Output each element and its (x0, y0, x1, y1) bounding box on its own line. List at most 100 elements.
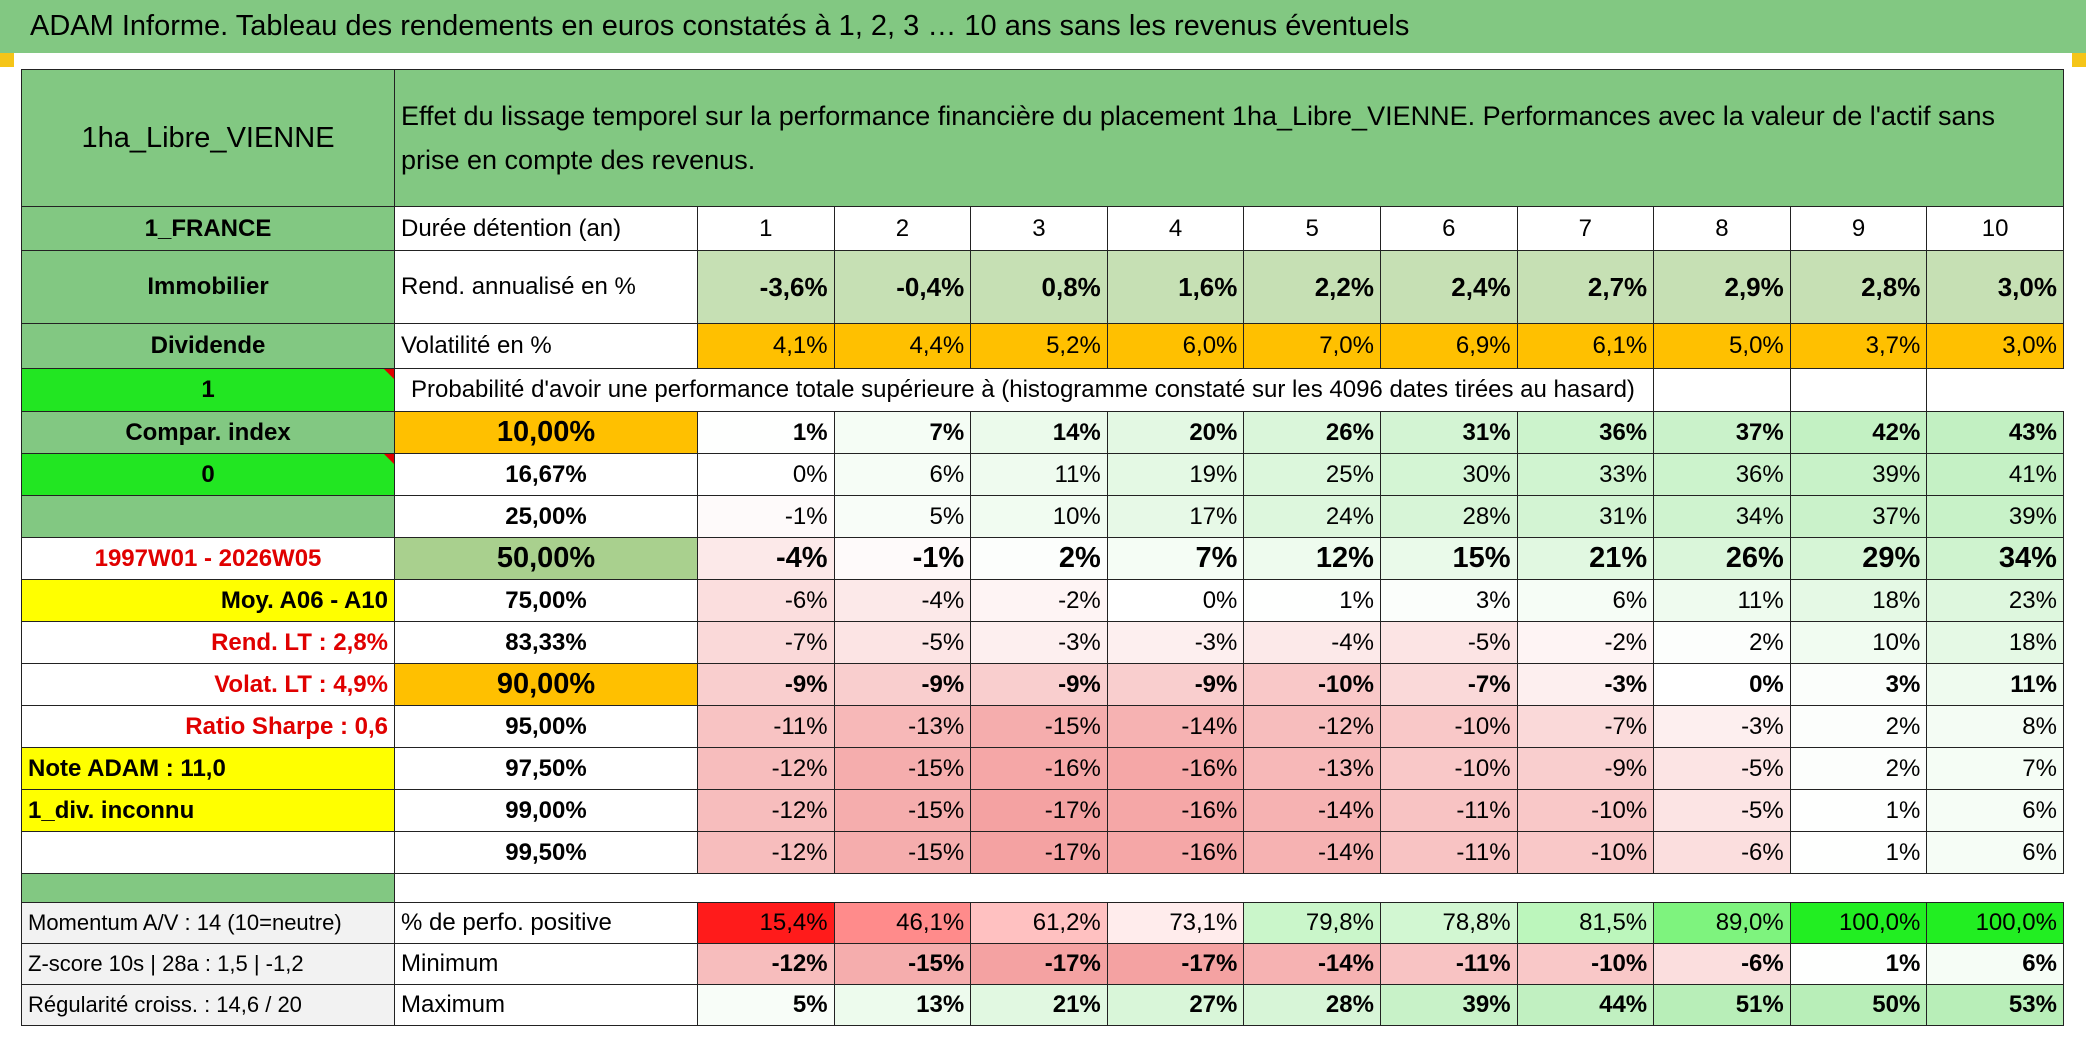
percentile-value: -11% (1379, 831, 1518, 874)
asset-name: 1ha_Libre_VIENNE (21, 69, 395, 207)
return-cell: -3,6% (697, 250, 835, 324)
duration-header: 5 (1243, 206, 1381, 251)
percentile-value: 25% (1243, 453, 1381, 496)
percentile: 90,00% (394, 663, 698, 706)
percentile-value: 37% (1789, 495, 1928, 538)
duration-header: 7 (1516, 206, 1655, 251)
return-cell: 0,8% (970, 250, 1108, 324)
duration-header: 1 (697, 206, 835, 251)
page-title: ADAM Informe. Tableau des rendements en … (0, 0, 2086, 53)
summary-value: 28% (1243, 984, 1381, 1026)
percentile-value: -5% (833, 621, 972, 664)
percentile: 99,00% (394, 789, 698, 832)
percentile-value: 11% (1653, 579, 1791, 622)
percentile-value: -16% (1106, 789, 1245, 832)
percentile-value: -15% (833, 789, 972, 832)
corner-mark (2072, 53, 2086, 67)
percentile-value: -14% (1106, 705, 1245, 748)
table-row: 1_div. inconnu 99,00% -12% -15% -17% -16% -14%… (21, 789, 2064, 832)
side-info: Moy. A06 - A10 (21, 579, 395, 622)
percentile-value: -12% (697, 789, 835, 832)
percentile-value: -7% (1379, 663, 1518, 706)
summary-value: 15,4% (697, 902, 835, 944)
percentile-value: 30% (1379, 453, 1518, 496)
percentile-value: -9% (1516, 747, 1655, 790)
percentile-value: 20% (1106, 411, 1245, 454)
side-info (21, 831, 395, 874)
side-info: Note ADAM : 11,0 (21, 747, 395, 790)
percentile-value: -15% (970, 705, 1108, 748)
percentile-value: 2% (1789, 705, 1928, 748)
percentile-value: 36% (1516, 411, 1655, 454)
summary-value: 5% (697, 984, 835, 1026)
row-label: Volatilité en % (394, 323, 698, 369)
table-row: 0 16,67% 0% 6% 11% 19% 25% 30% 33% 36% 39% 41% (21, 453, 2064, 496)
summary-value: 89,0% (1653, 902, 1791, 944)
percentile-value: -11% (697, 705, 835, 748)
percentile: 99,50% (394, 831, 698, 874)
percentile-value: 31% (1379, 411, 1518, 454)
summary-value: -15% (833, 943, 972, 985)
percentile-value: 43% (1926, 411, 2064, 454)
percentile-value: -3% (970, 621, 1108, 664)
table-row: Rend. LT : 2,8% 83,33% -7% -5% -3% -3% -4% -5% -… (21, 621, 2064, 664)
percentile-value: -15% (833, 831, 972, 874)
percentile-value: -13% (1243, 747, 1381, 790)
empty-cell (1653, 368, 1791, 412)
table-row: 99,50% -12% -15% -17% -16% -14% -11% -10% -6% 1% 6… (21, 831, 2064, 874)
probability-label: Probabilité d'avoir une performance tota… (393, 368, 1655, 412)
table-row: 1ha_Libre_VIENNE Effet du lissage tempore… (21, 69, 2064, 207)
flag: 1 (21, 368, 395, 412)
summary-value: 100,0% (1789, 902, 1928, 944)
percentile-value: -16% (1106, 747, 1245, 790)
percentile-value: 19% (1106, 453, 1245, 496)
percentile-value: -10% (1379, 705, 1518, 748)
row-label: Minimum (394, 943, 698, 985)
percentile-value: 36% (1653, 453, 1791, 496)
percentile-value: 10% (1789, 621, 1928, 664)
percentile-value: -2% (1516, 621, 1655, 664)
percentile-value: -10% (1516, 789, 1655, 832)
percentile-value: 15% (1379, 537, 1518, 580)
summary-value: 1% (1789, 943, 1928, 985)
percentile-value: -17% (970, 831, 1108, 874)
volatility-cell: 3,0% (1926, 323, 2064, 369)
percentile-value: -9% (970, 663, 1108, 706)
duration-header: 8 (1653, 206, 1791, 251)
summary-value: 51% (1653, 984, 1791, 1026)
percentile-value: 24% (1243, 495, 1381, 538)
table-row: Dividende Volatilité en % 4,1% 4,4% 5,2% 6,0%… (21, 323, 2064, 369)
table-row: Compar. index 10,00% 1% 7% 14% 20% 26% 31% 36% 37… (21, 411, 2064, 454)
percentile-value: -10% (1516, 831, 1655, 874)
percentile-value: 2% (1789, 747, 1928, 790)
volatility-cell: 6,1% (1516, 323, 1655, 369)
table-row: Note ADAM : 11,0 97,50% -12% -15% -16% -16% -1… (21, 747, 2064, 790)
percentile: 50,00% (394, 537, 698, 580)
table-row: Volat. LT : 4,9% 90,00% -9% -9% -9% -9% -10% -7… (21, 663, 2064, 706)
return-cell: -0,4% (833, 250, 972, 324)
table-row: Moy. A06 - A10 75,00% -6% -4% -2% 0% 1% 3% 6% 11%… (21, 579, 2064, 622)
side-info: 1997W01 - 2026W05 (21, 537, 395, 580)
table-row: Momentum A/V : 14 (10=neutre)% de perfo.… (21, 902, 2064, 944)
side-info: 1_div. inconnu (21, 789, 395, 832)
percentile: 10,00% (394, 411, 698, 454)
summary-value: 46,1% (833, 902, 972, 944)
percentile-value: -4% (697, 537, 835, 580)
spacer (21, 873, 395, 903)
percentile-value: -7% (1516, 705, 1655, 748)
percentile: 95,00% (394, 705, 698, 748)
percentile-value: 0% (1106, 579, 1245, 622)
percentile-value: 0% (697, 453, 835, 496)
percentile-value: -16% (1106, 831, 1245, 874)
percentile-value: 7% (833, 411, 972, 454)
percentile-value: 12% (1243, 537, 1381, 580)
return-cell: 2,9% (1653, 250, 1791, 324)
row-label: Rend. annualisé en % (394, 250, 698, 324)
percentile-value: -13% (833, 705, 972, 748)
percentile-value: -9% (1106, 663, 1245, 706)
side-info: Rend. LT : 2,8% (21, 621, 395, 664)
table-row: Régularité croiss. : 14,6 / 20 Maximum 5% 1… (21, 984, 2064, 1026)
summary-value: 50% (1789, 984, 1928, 1026)
duration-header: 9 (1789, 206, 1928, 251)
